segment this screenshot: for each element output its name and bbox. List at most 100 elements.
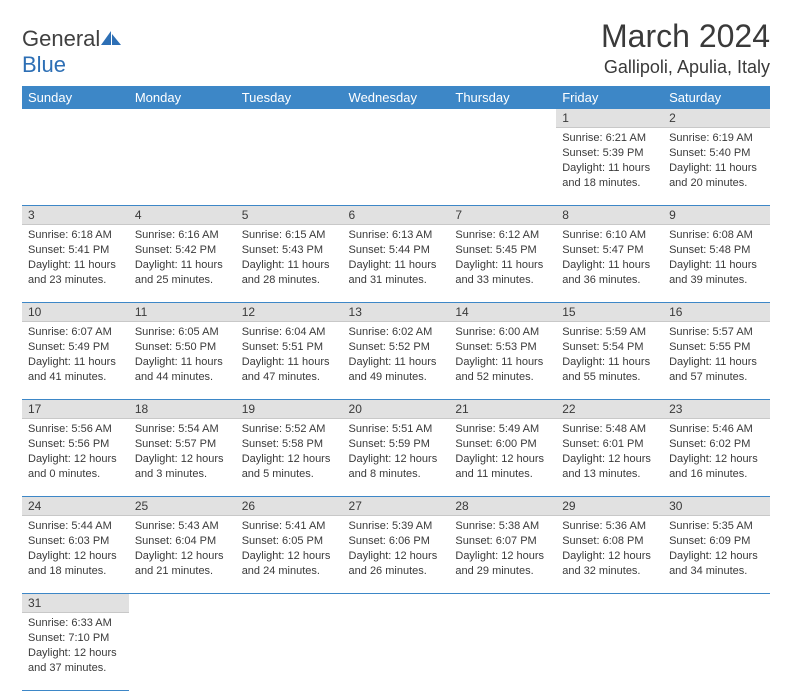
sunrise-text: Sunrise: 6:08 AM xyxy=(669,228,764,243)
day-content-cell: Sunrise: 6:13 AMSunset: 5:44 PMDaylight:… xyxy=(343,225,450,303)
sunset-text: Sunset: 5:48 PM xyxy=(669,243,764,258)
day-number-cell: 16 xyxy=(663,303,770,322)
daylight-text: Daylight: 11 hours xyxy=(135,355,230,370)
sunrise-text: Sunrise: 5:46 AM xyxy=(669,422,764,437)
page-subtitle: Gallipoli, Apulia, Italy xyxy=(601,57,770,78)
daylight-text: and 21 minutes. xyxy=(135,564,230,579)
daylight-text: and 24 minutes. xyxy=(242,564,337,579)
sunrise-text: Sunrise: 5:39 AM xyxy=(349,519,444,534)
sunrise-text: Sunrise: 6:02 AM xyxy=(349,325,444,340)
day-content-cell: Sunrise: 5:48 AMSunset: 6:01 PMDaylight:… xyxy=(556,419,663,497)
daylight-text: and 20 minutes. xyxy=(669,176,764,191)
day-content-row: Sunrise: 5:44 AMSunset: 6:03 PMDaylight:… xyxy=(22,516,770,594)
day-content-cell xyxy=(343,613,450,691)
day-content-cell: Sunrise: 6:21 AMSunset: 5:39 PMDaylight:… xyxy=(556,128,663,206)
day-content-cell xyxy=(129,613,236,691)
sunrise-text: Sunrise: 6:19 AM xyxy=(669,131,764,146)
sunrise-text: Sunrise: 6:13 AM xyxy=(349,228,444,243)
day-number: 8 xyxy=(562,208,569,222)
day-content-cell: Sunrise: 5:38 AMSunset: 6:07 PMDaylight:… xyxy=(449,516,556,594)
daylight-text: Daylight: 11 hours xyxy=(242,355,337,370)
day-number-cell: 11 xyxy=(129,303,236,322)
sunset-text: Sunset: 6:01 PM xyxy=(562,437,657,452)
day-number: 13 xyxy=(349,305,362,319)
day-number-cell: 4 xyxy=(129,206,236,225)
day-number: 14 xyxy=(455,305,468,319)
day-number-cell xyxy=(663,594,770,613)
sunrise-text: Sunrise: 5:59 AM xyxy=(562,325,657,340)
day-content-cell xyxy=(343,128,450,206)
daylight-text: and 13 minutes. xyxy=(562,467,657,482)
daylight-text: and 33 minutes. xyxy=(455,273,550,288)
daylight-text: Daylight: 12 hours xyxy=(562,549,657,564)
day-content-cell: Sunrise: 5:41 AMSunset: 6:05 PMDaylight:… xyxy=(236,516,343,594)
daylight-text: and 31 minutes. xyxy=(349,273,444,288)
day-number-cell: 9 xyxy=(663,206,770,225)
sunset-text: Sunset: 6:06 PM xyxy=(349,534,444,549)
day-number-cell xyxy=(22,109,129,128)
day-content-cell xyxy=(449,613,556,691)
sunset-text: Sunset: 6:08 PM xyxy=(562,534,657,549)
sunset-text: Sunset: 5:49 PM xyxy=(28,340,123,355)
day-content-row: Sunrise: 6:07 AMSunset: 5:49 PMDaylight:… xyxy=(22,322,770,400)
day-content-cell: Sunrise: 5:36 AMSunset: 6:08 PMDaylight:… xyxy=(556,516,663,594)
daylight-text: Daylight: 11 hours xyxy=(135,258,230,273)
sunrise-text: Sunrise: 5:51 AM xyxy=(349,422,444,437)
daylight-text: and 39 minutes. xyxy=(669,273,764,288)
sunrise-text: Sunrise: 6:21 AM xyxy=(562,131,657,146)
sunrise-text: Sunrise: 6:05 AM xyxy=(135,325,230,340)
day-content-cell: Sunrise: 6:19 AMSunset: 5:40 PMDaylight:… xyxy=(663,128,770,206)
weekday-header: Thursday xyxy=(449,86,556,109)
header: GeneralBlue March 2024 Gallipoli, Apulia… xyxy=(22,18,770,78)
day-content-cell xyxy=(449,128,556,206)
day-number-cell: 14 xyxy=(449,303,556,322)
day-content-cell: Sunrise: 5:59 AMSunset: 5:54 PMDaylight:… xyxy=(556,322,663,400)
sunset-text: Sunset: 5:59 PM xyxy=(349,437,444,452)
day-number-row: 12 xyxy=(22,109,770,128)
daylight-text: and 16 minutes. xyxy=(669,467,764,482)
weekday-header: Monday xyxy=(129,86,236,109)
day-number-cell: 30 xyxy=(663,497,770,516)
day-number-cell xyxy=(449,109,556,128)
sunrise-text: Sunrise: 5:35 AM xyxy=(669,519,764,534)
day-number: 20 xyxy=(349,402,362,416)
sunset-text: Sunset: 5:58 PM xyxy=(242,437,337,452)
day-content-row: Sunrise: 5:56 AMSunset: 5:56 PMDaylight:… xyxy=(22,419,770,497)
daylight-text: Daylight: 12 hours xyxy=(242,452,337,467)
day-content-cell xyxy=(236,128,343,206)
daylight-text: and 23 minutes. xyxy=(28,273,123,288)
sunrise-text: Sunrise: 6:10 AM xyxy=(562,228,657,243)
daylight-text: and 8 minutes. xyxy=(349,467,444,482)
sunset-text: Sunset: 5:42 PM xyxy=(135,243,230,258)
day-content-cell: Sunrise: 5:39 AMSunset: 6:06 PMDaylight:… xyxy=(343,516,450,594)
sunset-text: Sunset: 6:00 PM xyxy=(455,437,550,452)
day-number: 10 xyxy=(28,305,41,319)
day-number-cell: 10 xyxy=(22,303,129,322)
day-number-cell: 8 xyxy=(556,206,663,225)
day-number: 29 xyxy=(562,499,575,513)
logo: GeneralBlue xyxy=(22,26,122,78)
sunrise-text: Sunrise: 6:18 AM xyxy=(28,228,123,243)
day-number: 25 xyxy=(135,499,148,513)
sunrise-text: Sunrise: 5:52 AM xyxy=(242,422,337,437)
sunrise-text: Sunrise: 5:48 AM xyxy=(562,422,657,437)
title-block: March 2024 Gallipoli, Apulia, Italy xyxy=(601,18,770,78)
sunset-text: Sunset: 5:45 PM xyxy=(455,243,550,258)
day-number-cell xyxy=(236,109,343,128)
weekday-header: Wednesday xyxy=(343,86,450,109)
day-number-cell: 1 xyxy=(556,109,663,128)
day-number-cell: 15 xyxy=(556,303,663,322)
weekday-header: Saturday xyxy=(663,86,770,109)
sunset-text: Sunset: 5:44 PM xyxy=(349,243,444,258)
day-number-cell: 18 xyxy=(129,400,236,419)
day-number-cell: 26 xyxy=(236,497,343,516)
daylight-text: Daylight: 12 hours xyxy=(669,549,764,564)
daylight-text: Daylight: 11 hours xyxy=(669,355,764,370)
daylight-text: Daylight: 11 hours xyxy=(349,355,444,370)
sunrise-text: Sunrise: 6:16 AM xyxy=(135,228,230,243)
sunset-text: Sunset: 5:47 PM xyxy=(562,243,657,258)
day-number-cell: 3 xyxy=(22,206,129,225)
day-number-cell xyxy=(343,594,450,613)
day-number-row: 10111213141516 xyxy=(22,303,770,322)
daylight-text: and 32 minutes. xyxy=(562,564,657,579)
